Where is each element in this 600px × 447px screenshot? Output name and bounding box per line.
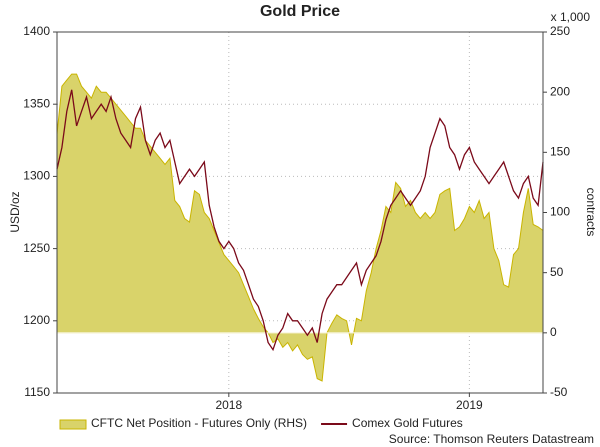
y-tick-label: 1150 [24,385,50,399]
y2-tick-label: 0 [550,325,557,339]
y2-tick-label: 100 [550,205,570,219]
y-axis-label: USD/oz [8,191,22,232]
y2-tick-label: 50 [550,265,564,279]
y2-axis-label: contracts [584,188,598,237]
line [56,89,544,352]
y2-tick-label: 250 [550,24,570,38]
legend-swatch [59,419,87,430]
y-tick-label: 1350 [23,96,50,110]
y-tick-label: 1250 [23,241,50,255]
y2-tick-label: 150 [550,145,570,159]
y-tick-label: 1200 [23,313,50,327]
x-tick-label: 2018 [215,398,242,412]
legend-label: Comex Gold Futures [352,416,463,430]
chart-title: Gold Price [260,3,340,20]
y2-tick-label: 200 [550,84,570,98]
plot-frame [56,31,544,394]
legend-label: CFTC Net Position - Futures Only (RHS) [91,416,307,430]
y-tick-label: 1300 [23,169,50,183]
y2-tick-label: -50 [550,385,568,399]
y2-unit: x 1,000 [551,10,591,24]
source-note: Source: Thomson Reuters Datastream [389,432,594,446]
area [56,73,544,382]
y-tick-label: 1400 [23,24,50,38]
x-tick-label: 2019 [456,398,483,412]
